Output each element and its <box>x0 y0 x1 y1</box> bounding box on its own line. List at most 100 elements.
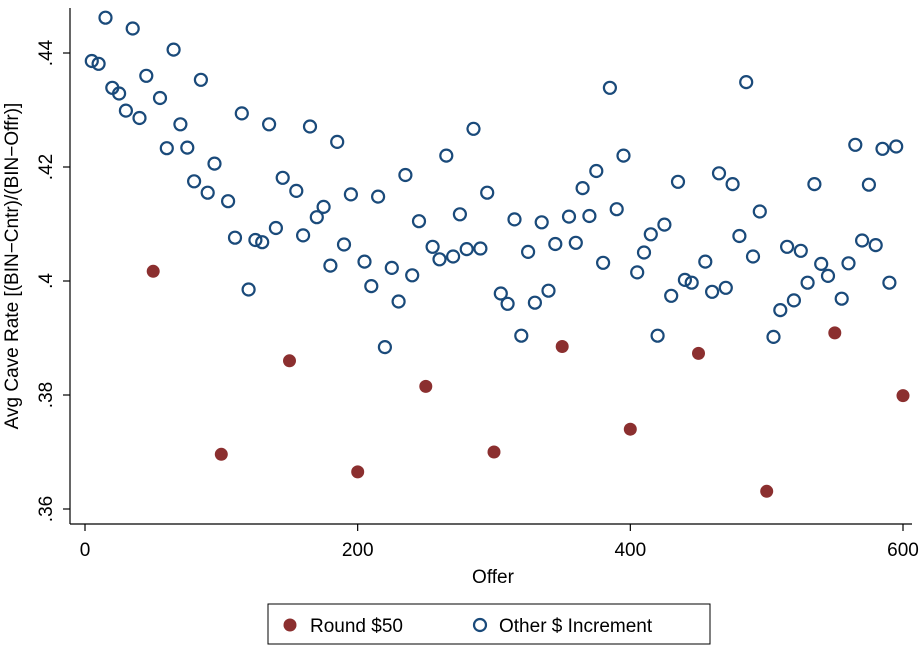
point-other-increment <box>152 90 168 106</box>
point-round-50 <box>487 445 501 459</box>
point-other-increment <box>704 284 720 299</box>
point-round-50 <box>692 346 705 360</box>
legend-label-round-50: Round $50 <box>310 616 403 637</box>
point-other-increment <box>111 86 127 101</box>
point-other-increment <box>234 106 249 121</box>
point-other-increment <box>316 199 331 214</box>
point-other-increment <box>255 235 270 250</box>
legend-marker-round-50 <box>283 618 297 632</box>
point-round-50 <box>828 326 842 340</box>
x-axis-title: Offer <box>472 567 515 588</box>
point-round-50 <box>146 264 160 278</box>
point-other-increment <box>221 194 236 209</box>
point-other-increment <box>391 294 406 309</box>
point-other-increment <box>248 232 263 248</box>
point-round-50 <box>351 465 365 479</box>
point-other-increment <box>814 256 829 271</box>
point-other-increment <box>602 80 618 95</box>
point-other-increment <box>425 239 440 254</box>
y-tick-label: .4 <box>36 273 57 289</box>
legend-marker-other-increment <box>472 617 488 633</box>
point-other-increment <box>848 137 863 152</box>
point-other-increment <box>861 177 877 192</box>
point-other-increment <box>732 228 747 244</box>
point-other-increment <box>330 134 345 149</box>
point-other-increment <box>786 293 802 308</box>
point-other-increment <box>670 174 686 189</box>
point-other-increment <box>289 183 304 198</box>
point-other-increment <box>507 212 522 227</box>
point-other-increment <box>343 187 358 202</box>
point-round-50 <box>896 389 910 403</box>
point-other-increment <box>309 210 324 225</box>
point-other-increment <box>500 296 515 311</box>
point-other-increment <box>882 275 897 290</box>
point-other-increment <box>302 119 318 134</box>
point-other-increment <box>132 110 147 126</box>
point-other-increment <box>452 207 467 222</box>
point-other-increment <box>473 241 488 256</box>
point-other-increment <box>664 288 679 303</box>
point-other-increment <box>227 230 243 245</box>
point-round-50 <box>555 340 569 353</box>
point-round-50 <box>214 447 228 461</box>
point-other-increment <box>139 68 154 83</box>
point-other-increment <box>630 265 645 280</box>
y-tick-label: .38 <box>36 382 57 408</box>
point-other-increment <box>820 268 836 283</box>
point-round-50 <box>283 354 296 368</box>
point-other-increment <box>118 103 134 118</box>
point-other-increment <box>296 228 311 243</box>
point-round-50 <box>623 422 637 436</box>
point-other-increment <box>711 166 727 181</box>
point-other-increment <box>725 177 740 192</box>
point-other-increment <box>125 21 140 36</box>
point-other-increment <box>643 227 658 242</box>
point-other-increment <box>595 255 611 270</box>
point-other-increment <box>745 249 761 264</box>
point-other-increment <box>773 303 788 318</box>
point-other-increment <box>268 220 283 236</box>
point-other-increment <box>398 167 413 183</box>
point-other-increment <box>377 340 392 355</box>
point-other-increment <box>779 239 795 254</box>
point-other-increment <box>534 215 549 230</box>
point-other-increment <box>868 238 883 253</box>
point-other-increment <box>432 252 447 267</box>
point-other-increment <box>357 254 372 269</box>
axes <box>69 8 912 525</box>
point-other-increment <box>561 209 577 224</box>
point-other-increment <box>677 272 693 287</box>
y-axis-title: Avg Cave Rate [(BIN−Cntr)/(BIN−Offr)] <box>2 103 23 430</box>
legend-box <box>267 603 711 645</box>
point-other-increment <box>466 121 481 136</box>
point-other-increment <box>609 202 624 217</box>
point-other-increment <box>323 258 338 273</box>
point-other-increment <box>159 141 174 156</box>
point-other-increment <box>187 174 202 189</box>
point-other-increment <box>459 242 474 257</box>
point-other-increment <box>541 283 556 298</box>
point-other-increment <box>636 245 652 260</box>
legend-label-other-increment: Other $ Increment <box>499 616 653 637</box>
point-other-increment <box>384 260 399 275</box>
y-tick-label: .42 <box>36 154 57 180</box>
point-other-increment <box>582 208 597 224</box>
point-other-increment <box>336 237 352 252</box>
point-other-increment <box>684 275 699 290</box>
point-other-increment <box>807 177 822 192</box>
point-other-increment <box>698 254 713 269</box>
point-other-increment <box>589 163 604 179</box>
point-other-increment <box>657 217 672 232</box>
point-other-increment <box>548 236 563 252</box>
point-other-increment <box>200 185 215 200</box>
point-other-increment <box>364 279 379 294</box>
point-other-increment <box>841 256 856 271</box>
point-other-increment <box>718 280 733 295</box>
point-other-increment <box>173 117 188 132</box>
point-other-increment <box>439 148 454 163</box>
point-other-increment <box>527 295 543 310</box>
point-other-increment <box>514 328 529 343</box>
point-other-increment <box>889 139 904 154</box>
